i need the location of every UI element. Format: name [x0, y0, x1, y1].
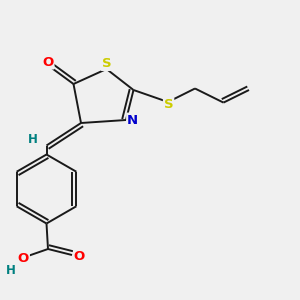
Text: H: H — [28, 133, 38, 146]
Text: S: S — [164, 98, 173, 112]
Text: H: H — [6, 264, 16, 278]
Text: N: N — [127, 113, 138, 127]
Text: S: S — [102, 57, 111, 70]
Text: O: O — [18, 252, 29, 266]
Text: O: O — [42, 56, 54, 69]
Text: O: O — [74, 250, 85, 263]
